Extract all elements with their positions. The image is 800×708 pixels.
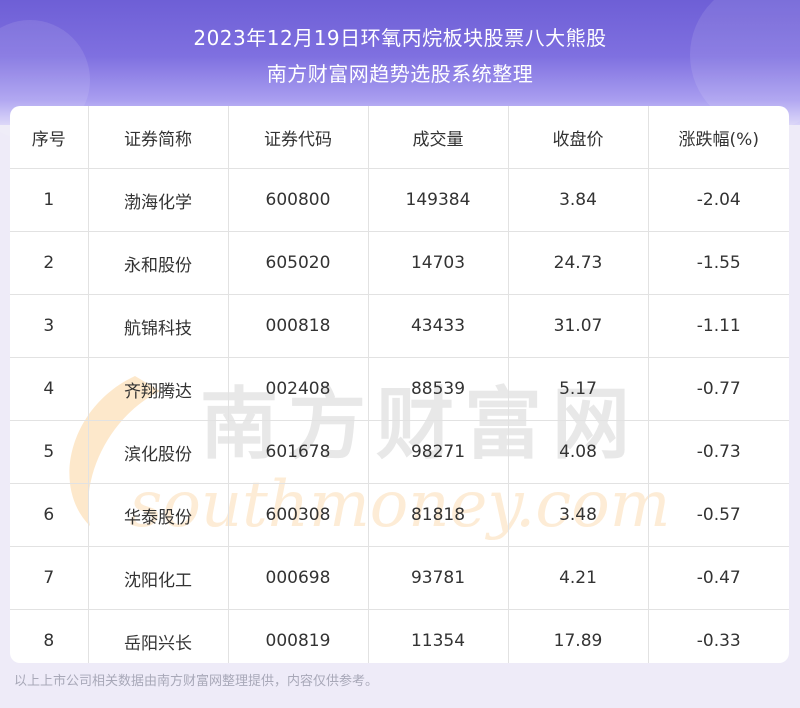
- table-cell: 93781: [368, 546, 509, 610]
- column-header: 证券代码: [228, 106, 369, 169]
- table-row: 6 华泰股份 600308 81818 3.48 -0.57: [10, 483, 789, 547]
- table-row: 4 齐翔腾达 002408 88539 5.17 -0.77: [10, 357, 789, 421]
- table-cell: -0.47: [648, 546, 789, 610]
- table-cell: 5: [10, 420, 89, 484]
- table-cell: 航锦科技: [88, 294, 229, 358]
- table-cell: 605020: [228, 231, 369, 295]
- table-cell: 齐翔腾达: [88, 357, 229, 421]
- table-cell: 002408: [228, 357, 369, 421]
- table-card: 南方财富网 southmoney.com 序号 证券简称 证券代码 成交量 收盘价 涨跌幅…: [10, 106, 789, 663]
- table-cell: -0.77: [648, 357, 789, 421]
- table-cell: 000698: [228, 546, 369, 610]
- table-cell: 98271: [368, 420, 509, 484]
- table-cell: -0.73: [648, 420, 789, 484]
- table-cell: 43433: [368, 294, 509, 358]
- table-cell: 7: [10, 546, 89, 610]
- table-cell: 岳阳兴长: [88, 609, 229, 663]
- column-header: 证券简称: [88, 106, 229, 169]
- table-row: 1 渤海化学 600800 149384 3.84 -2.04: [10, 168, 789, 232]
- table-cell: 149384: [368, 168, 509, 232]
- footer-note: 以上上市公司相关数据由南方财富网整理提供，内容仅供参考。: [14, 674, 379, 689]
- table-row: 7 沈阳化工 000698 93781 4.21 -0.47: [10, 546, 789, 610]
- page-subtitle: 南方财富网趋势选股系统整理: [266, 62, 534, 86]
- column-header: 收盘价: [508, 106, 649, 169]
- table-header-row: 序号 证券简称 证券代码 成交量 收盘价 涨跌幅(%): [10, 106, 789, 169]
- table-cell: 88539: [368, 357, 509, 421]
- table-cell: 华泰股份: [88, 483, 229, 547]
- stock-table: 序号 证券简称 证券代码 成交量 收盘价 涨跌幅(%) 1 渤海化学 600800 149384…: [10, 106, 789, 663]
- table-cell: 601678: [228, 420, 369, 484]
- table-cell: -1.55: [648, 231, 789, 295]
- table-cell: -2.04: [648, 168, 789, 232]
- table-cell: -1.11: [648, 294, 789, 358]
- table-cell: 5.17: [508, 357, 649, 421]
- page-title: 2023年12月19日环氧丙烷板块股票八大熊股: [193, 26, 607, 50]
- table-cell: 14703: [368, 231, 509, 295]
- table-cell: 1: [10, 168, 89, 232]
- table-cell: -0.57: [648, 483, 789, 547]
- table-cell: 4.08: [508, 420, 649, 484]
- column-header: 序号: [10, 106, 89, 169]
- table-cell: 3.48: [508, 483, 649, 547]
- table-cell: 6: [10, 483, 89, 547]
- table-cell: 8: [10, 609, 89, 663]
- table-cell: 滨化股份: [88, 420, 229, 484]
- table-cell: 24.73: [508, 231, 649, 295]
- table-cell: 渤海化学: [88, 168, 229, 232]
- table-row: 5 滨化股份 601678 98271 4.08 -0.73: [10, 420, 789, 484]
- table-row: 3 航锦科技 000818 43433 31.07 -1.11: [10, 294, 789, 358]
- table-cell: 17.89: [508, 609, 649, 663]
- table-cell: 永和股份: [88, 231, 229, 295]
- table-row: 2 永和股份 605020 14703 24.73 -1.55: [10, 231, 789, 295]
- table-cell: 600308: [228, 483, 369, 547]
- table-cell: -0.33: [696, 631, 741, 651]
- table-cell: 2: [10, 231, 89, 295]
- column-header: 成交量: [368, 106, 509, 169]
- page-header: 2023年12月19日环氧丙烷板块股票八大熊股 南方财富网趋势选股系统整理: [0, 0, 800, 140]
- table-cell: 3.84: [508, 168, 649, 232]
- table-row: 8 岳阳兴长 000819 11354 17.89 -0.33: [10, 609, 789, 663]
- table-body: 1 渤海化学 600800 149384 3.84 -2.04 2 永和股份 605020 147…: [10, 168, 789, 663]
- table-cell: 4: [10, 357, 89, 421]
- column-header: 涨跌幅(%): [648, 106, 789, 169]
- table-cell: 4.21: [508, 546, 649, 610]
- table-cell: 600800: [228, 168, 369, 232]
- table-cell: 11354: [368, 609, 509, 663]
- table-cell: 81818: [368, 483, 509, 547]
- table-cell: 沈阳化工: [88, 546, 229, 610]
- table-cell: 000818: [228, 294, 369, 358]
- table-cell: 000819: [228, 609, 369, 663]
- table-cell: 31.07: [508, 294, 649, 358]
- table-cell: 3: [10, 294, 89, 358]
